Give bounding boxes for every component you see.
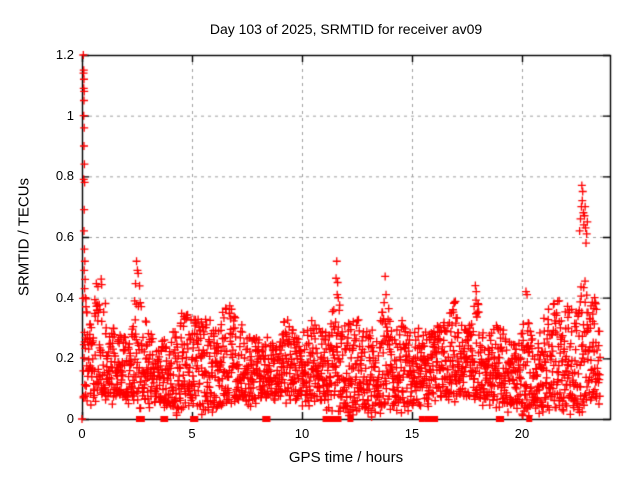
y-tick-label: 0.6 [55, 229, 74, 244]
y-tick-label: 0.8 [55, 168, 74, 184]
y-tick-label: 0.4 [55, 289, 74, 305]
x-tick-label: 0 [78, 426, 86, 441]
chart-title: Day 103 of 2025, SRMTID for receiver av0… [209, 21, 483, 37]
y-tick-label: 1.2 [55, 47, 74, 62]
y-tick-label: 1 [66, 107, 74, 123]
y-tick-label: 0.2 [55, 350, 74, 366]
x-tick-label: 5 [188, 426, 196, 441]
x-tick-label: 15 [404, 426, 420, 441]
x-axis-label: GPS time / hours [288, 449, 404, 466]
y-tick-label: 0 [66, 411, 74, 426]
x-tick-label: 20 [514, 426, 530, 441]
x-tick-label: 10 [294, 426, 310, 441]
